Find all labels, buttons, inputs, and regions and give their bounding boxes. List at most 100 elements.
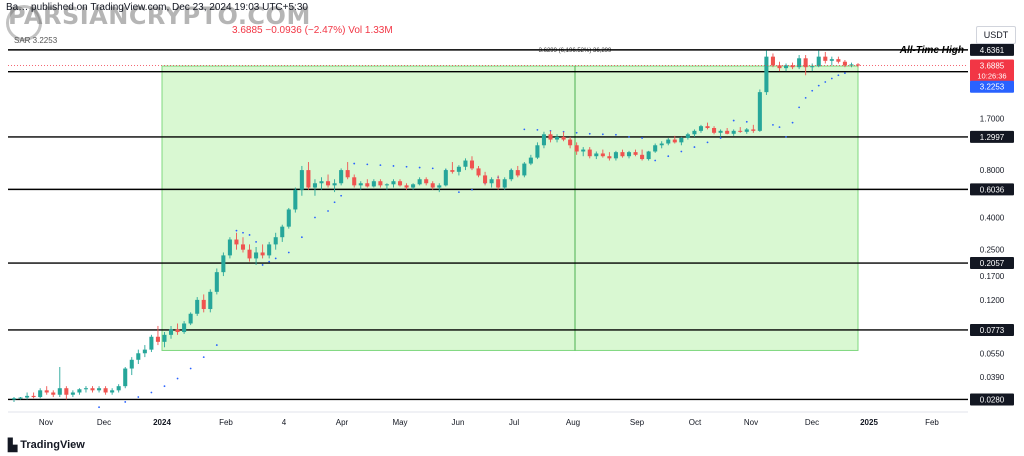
candle-body: [849, 64, 854, 66]
candle-body: [855, 64, 861, 66]
current-price-label-bg: [970, 59, 1014, 82]
sar-dot: [274, 257, 277, 260]
sar-dot: [654, 159, 657, 162]
candle-body: [267, 244, 272, 256]
sar-dot: [255, 241, 257, 243]
candle-body: [640, 154, 645, 160]
candle-body: [836, 59, 841, 62]
sar-dot: [745, 120, 748, 123]
candle-body: [332, 183, 337, 186]
candle-body: [110, 390, 115, 393]
published-text: Ba… published on TradingView.com, Dec 23…: [6, 2, 308, 13]
candle-body: [168, 329, 174, 335]
sar-dot: [340, 194, 343, 197]
candle-body: [483, 175, 488, 184]
sar-dot: [817, 84, 820, 87]
candle-body: [770, 56, 775, 66]
candle-body: [371, 181, 376, 187]
candle-body: [162, 334, 167, 342]
sar-dot: [615, 133, 617, 136]
candle-body: [411, 184, 416, 188]
current-price-label: 3.6885: [980, 62, 1005, 71]
sar-dot: [333, 201, 336, 204]
sar-dot: [824, 81, 827, 83]
ath-annotation: All-Time High: [899, 45, 964, 56]
sar-dot: [628, 135, 630, 138]
candle-body: [149, 336, 154, 350]
x-tick-label: Feb: [925, 418, 939, 427]
candle-body: [496, 179, 501, 188]
candle-body: [790, 65, 795, 68]
sar-dot: [392, 165, 395, 167]
candle-body: [312, 183, 317, 188]
candle-body: [463, 160, 468, 167]
volume-text: Vol 1.33M: [348, 25, 393, 36]
sar-dot: [785, 135, 787, 138]
sar-dot: [588, 132, 591, 135]
currency-button[interactable]: USDT: [976, 26, 1016, 44]
x-tick-label: Apr: [336, 418, 349, 427]
candle-body: [600, 153, 605, 157]
sar-dot: [431, 167, 434, 170]
tradingview-brand: ▙ TradingView: [8, 438, 85, 452]
y-tick-label: 1.7000: [980, 115, 1005, 124]
candle-body: [810, 66, 815, 68]
sar-dot: [693, 146, 696, 148]
candle-body: [319, 181, 324, 184]
sar-dot: [641, 137, 643, 139]
sar-dot: [327, 210, 329, 212]
candle-body: [653, 145, 658, 152]
candle-body: [757, 92, 762, 131]
sar-dot: [379, 164, 382, 167]
sar-dot: [287, 251, 290, 254]
y-tick-label: 0.0390: [980, 373, 1005, 382]
change-text: −0.0936 (−2.47%): [265, 25, 346, 36]
candle-body: [339, 170, 344, 184]
chart-header: Ba… published on TradingView.com, Dec 23…: [6, 2, 308, 13]
candle-body: [712, 128, 717, 133]
candle-body: [221, 255, 226, 273]
candle-body: [718, 130, 723, 133]
level-label: 0.0773: [980, 326, 1005, 335]
candle-body: [829, 59, 834, 61]
candle-body: [358, 183, 363, 186]
candle-body: [764, 56, 769, 93]
candle-body: [424, 179, 429, 184]
candle-body: [842, 61, 847, 66]
candle-body: [777, 65, 782, 69]
candle-body: [823, 56, 828, 61]
candle-body: [659, 143, 664, 146]
x-tick-label: Oct: [689, 418, 702, 427]
x-tick-label: Dec: [805, 418, 819, 427]
sar-dot: [732, 119, 735, 122]
candle-body: [247, 249, 252, 259]
sar-dot: [837, 74, 840, 77]
candle-body: [83, 388, 88, 390]
level-label: 4.6361: [980, 46, 1005, 55]
candle-body: [51, 392, 56, 395]
candle-body: [306, 170, 311, 188]
candle-body: [751, 129, 756, 131]
candle-body: [18, 397, 23, 399]
countdown-label: 10:26:36: [977, 72, 1006, 81]
candle-body: [437, 185, 442, 188]
candle-body: [378, 181, 383, 186]
sar-dot: [98, 406, 100, 409]
candle-body: [90, 388, 95, 391]
candle-body: [731, 130, 736, 134]
candle-body: [208, 291, 213, 310]
candle-body: [57, 388, 62, 395]
sar-dot: [300, 236, 303, 239]
x-tick-label: May: [392, 418, 407, 427]
candle-body: [738, 130, 743, 132]
range-measure-box: [161, 65, 859, 351]
level-label-bg: [970, 257, 1014, 270]
sar-dot: [772, 123, 774, 126]
candle-body: [227, 239, 232, 256]
price-info: 3.6885 −0.0936 (−2.47%) Vol 1.33M: [232, 25, 393, 36]
sar-dot: [791, 121, 794, 124]
candle-body: [666, 139, 671, 144]
sar-label: 3.2253: [980, 83, 1005, 92]
level-label: 0.2057: [980, 259, 1005, 268]
